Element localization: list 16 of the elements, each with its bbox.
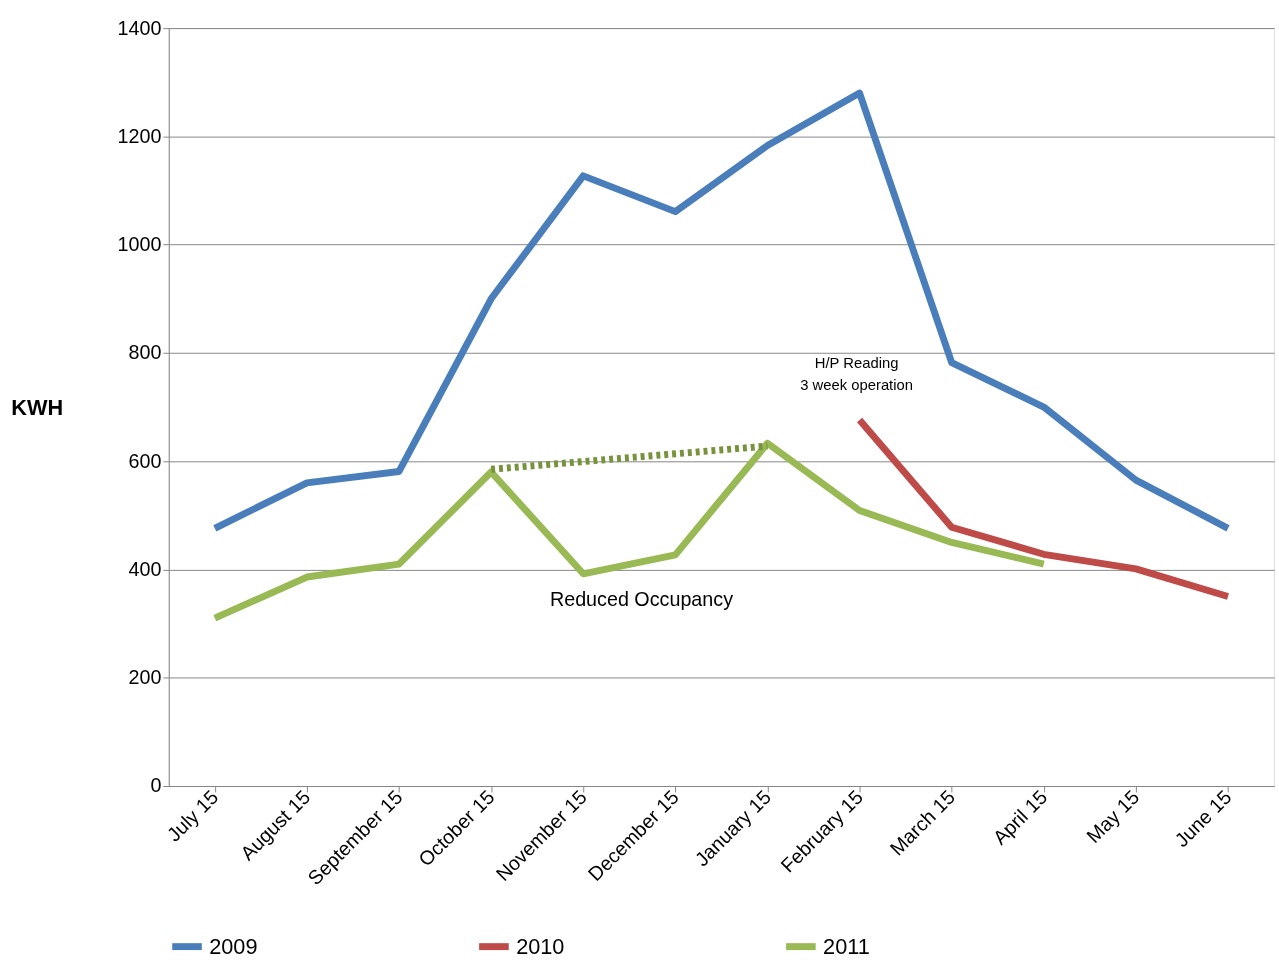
y-tick-label: 400 bbox=[128, 557, 162, 580]
x-tick-label: May 15 bbox=[1082, 785, 1144, 848]
y-tick-label: 0 bbox=[150, 774, 162, 797]
x-tick-label: July 15 bbox=[162, 785, 223, 846]
y-tick-label: 1200 bbox=[117, 124, 162, 147]
y-tick-label: 800 bbox=[128, 341, 162, 364]
y-tick-label: 1400 bbox=[117, 16, 162, 39]
y-axis-title: KWH bbox=[11, 395, 64, 421]
annotation: H/P Reading 3 week operation bbox=[800, 354, 913, 394]
legend-label: 2011 bbox=[823, 933, 870, 959]
y-tick-label: 600 bbox=[128, 449, 162, 472]
legend-label: 2009 bbox=[209, 933, 258, 959]
annotation: Reduced Occupancy bbox=[549, 588, 734, 611]
legend-label: 2010 bbox=[516, 933, 565, 959]
y-tick-label: 200 bbox=[128, 666, 162, 689]
y-tick-label: 1000 bbox=[117, 233, 162, 256]
